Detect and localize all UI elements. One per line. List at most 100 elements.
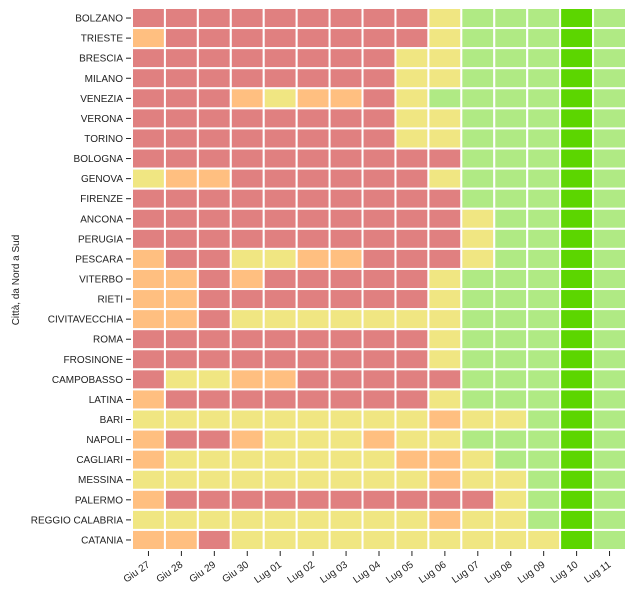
heatmap-cell: [196, 408, 232, 431]
heatmap-cell: [592, 47, 628, 70]
heatmap-cell: [460, 127, 496, 150]
heatmap-cell: [493, 368, 529, 391]
heatmap-cell: [559, 207, 595, 230]
heatmap-cell: [592, 7, 628, 30]
heatmap-cell: [163, 528, 199, 551]
heatmap-cell: [460, 288, 496, 311]
heatmap-cell: [163, 348, 199, 371]
heatmap-cell: [493, 528, 529, 551]
heatmap-cell: [163, 328, 199, 351]
y-tick-label: ANCONA: [80, 214, 123, 225]
heatmap-cell: [394, 368, 430, 391]
heatmap-cell: [328, 207, 364, 230]
heatmap-cell: [526, 7, 562, 30]
y-tick-label: MESSINA: [78, 475, 123, 486]
heatmap-cell: [328, 127, 364, 150]
heatmap-cell: [394, 408, 430, 431]
heatmap-cell: [427, 187, 463, 210]
heatmap-cell: [493, 488, 529, 511]
heatmap-cell: [196, 207, 232, 230]
y-tick-label: PERUGIA: [78, 234, 123, 245]
heatmap-cell: [559, 308, 595, 331]
heatmap-cell: [361, 167, 397, 190]
heatmap-cell: [394, 488, 430, 511]
heatmap-cells: [131, 7, 628, 551]
y-tick-label: CAMPOBASSO: [52, 375, 123, 386]
heatmap-cell: [262, 428, 298, 451]
heatmap-cell: [328, 147, 364, 170]
heatmap-cell: [131, 27, 166, 50]
heatmap-cell: [262, 247, 298, 270]
heatmap-cell: [262, 308, 298, 331]
heatmap-cell: [295, 448, 331, 471]
heatmap-cell: [328, 87, 364, 110]
heatmap-cell: [427, 227, 463, 250]
heatmap-cell: [394, 87, 430, 110]
heatmap-cell: [295, 368, 331, 391]
heatmap-cell: [262, 147, 298, 170]
heatmap-cell: [592, 308, 628, 331]
heatmap-cell: [229, 468, 265, 491]
heatmap-cell: [493, 227, 529, 250]
heatmap-cell: [131, 147, 166, 170]
heatmap-cell: [460, 348, 496, 371]
heatmap-cell: [262, 468, 298, 491]
heatmap-cell: [493, 87, 529, 110]
heatmap-cell: [394, 67, 430, 90]
heatmap-cell: [427, 288, 463, 311]
x-tick-label: Giu 27: [122, 559, 153, 585]
heatmap-cell: [559, 448, 595, 471]
heatmap-cell: [427, 508, 463, 531]
heatmap-cell: [229, 528, 265, 551]
heatmap-cell: [295, 428, 331, 451]
heatmap-cell: [460, 328, 496, 351]
heatmap-cell: [559, 67, 595, 90]
heatmap-cell: [229, 127, 265, 150]
x-tick-label: Giu 30: [221, 559, 252, 585]
heatmap-cell: [394, 428, 430, 451]
heatmap-cell: [526, 488, 562, 511]
heatmap-cell: [460, 428, 496, 451]
heatmap-cell: [592, 388, 628, 411]
heatmap-cell: [295, 107, 331, 130]
heatmap-cell: [295, 167, 331, 190]
heatmap-cell: [361, 107, 397, 130]
y-tick-label: BOLOGNA: [74, 154, 124, 165]
heatmap-cell: [361, 368, 397, 391]
heatmap-cell: [361, 267, 397, 291]
heatmap-cell: [559, 167, 595, 190]
heatmap-cell: [559, 267, 595, 291]
heatmap-cell: [559, 147, 595, 170]
heatmap-cell: [526, 428, 562, 451]
y-tick-label: CATANIA: [81, 535, 123, 546]
heatmap-cell: [131, 328, 166, 351]
heatmap-cell: [361, 348, 397, 371]
y-tick-label: TRIESTE: [81, 34, 124, 45]
heatmap-cell: [460, 47, 496, 70]
heatmap-cell: [526, 328, 562, 351]
heatmap-cell: [328, 488, 364, 511]
x-tick-label: Lug 04: [351, 559, 383, 586]
heatmap-cell: [262, 207, 298, 230]
heatmap-cell: [559, 247, 595, 270]
heatmap-cell: [493, 107, 529, 130]
heatmap-cell: [427, 408, 463, 431]
heatmap-cell: [394, 207, 430, 230]
y-tick-label: NAPOLI: [86, 435, 123, 446]
heatmap-cell: [196, 67, 232, 90]
heatmap-cell: [328, 167, 364, 190]
heatmap-cell: [131, 508, 166, 531]
y-tick-label: PALERMO: [75, 495, 123, 506]
heatmap-cell: [229, 227, 265, 250]
heatmap-cell: [592, 207, 628, 230]
y-tick-label: FROSINONE: [64, 355, 124, 366]
heatmap-cell: [131, 528, 166, 551]
heatmap-cell: [493, 7, 529, 30]
heatmap-cell: [229, 247, 265, 270]
heatmap-cell: [328, 308, 364, 331]
heatmap-cell: [394, 388, 430, 411]
heatmap-cell: [592, 528, 628, 551]
y-tick-label: FIRENZE: [80, 194, 123, 205]
heatmap-cell: [196, 247, 232, 270]
